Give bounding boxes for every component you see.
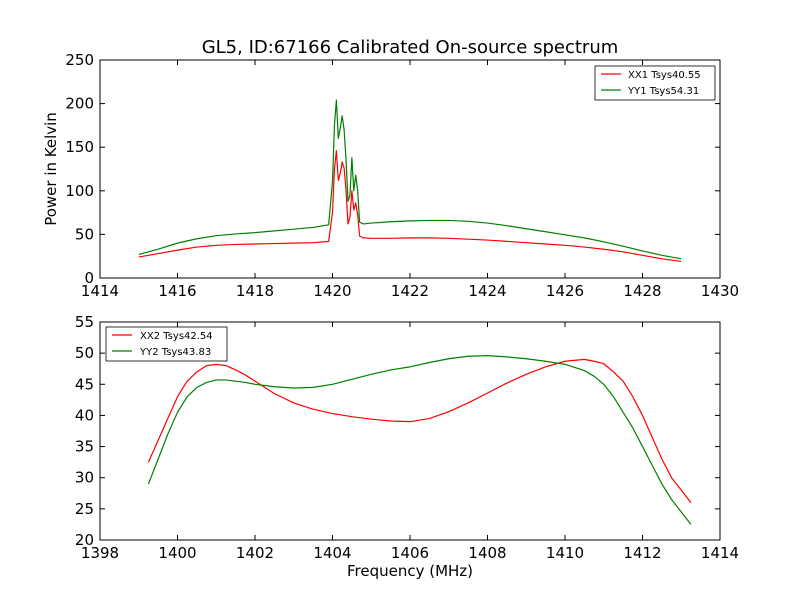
bottom-xtick-label-5: 1408 — [468, 544, 506, 562]
top-ytick-label-0: 0 — [84, 269, 94, 287]
bottom-plot-ticks: 1398 1400 1402 1404 1406 1408 1410 1412 1414 20 25… — [75, 313, 739, 562]
top-plot: GL5, ID:67166 Calibrated On-source spect… — [42, 37, 739, 300]
bottom-ytick-label-0: 20 — [75, 531, 94, 549]
bottom-plot-legend: XX2 Tsys42.54 YY2 Tsys43.83 — [105, 326, 228, 362]
top-xtick-label-6: 1426 — [546, 282, 584, 300]
bottom-xtick-label-8: 1414 — [701, 544, 739, 562]
bottom-xtick-label-1: 1400 — [158, 544, 196, 562]
bottom-ytick-label-7: 55 — [75, 313, 94, 331]
bottom-plot-frame — [99, 321, 721, 541]
top-xtick-label-2: 1418 — [236, 282, 274, 300]
top-legend-xx1-label: XX1 Tsys40.55 — [628, 70, 701, 81]
bottom-xtick-label-0: 1398 — [81, 544, 119, 562]
top-ytick-label-4: 200 — [65, 95, 94, 113]
bottom-xtick-label-7: 1412 — [623, 544, 661, 562]
top-xtick-label-1: 1416 — [158, 282, 196, 300]
bottom-xtick-label-3: 1404 — [313, 544, 351, 562]
top-plot-series — [138, 99, 682, 263]
top-ytick-label-2: 100 — [65, 182, 94, 200]
top-legend-yy1-label: YY1 Tsys54.31 — [627, 86, 699, 97]
top-plot-frame — [99, 59, 721, 279]
bottom-legend-yy2-label: YY2 Tsys43.83 — [139, 347, 211, 358]
top-plot-ticks: 1414 1416 1418 1420 1422 1424 1426 1428 1430 0 50 1… — [65, 51, 739, 300]
bottom-plot-series — [147, 355, 692, 525]
bottom-ytick-label-6: 50 — [75, 344, 94, 362]
top-xtick-label-4: 1422 — [391, 282, 429, 300]
bottom-legend-xx2-label: XX2 Tsys42.54 — [140, 331, 213, 342]
top-plot-title: GL5, ID:67166 Calibrated On-source spect… — [202, 37, 619, 58]
bottom-xtick-label-6: 1410 — [546, 544, 584, 562]
bottom-plot-xlabel: Frequency (MHz) — [347, 562, 473, 580]
top-series-line-0 — [138, 150, 682, 263]
bottom-ytick-label-2: 30 — [75, 469, 94, 487]
bottom-xtick-label-4: 1406 — [391, 544, 429, 562]
bottom-ytick-label-4: 40 — [75, 406, 94, 424]
top-legend-box — [594, 65, 716, 101]
top-xtick-label-5: 1424 — [468, 282, 506, 300]
top-series-line-1 — [138, 99, 682, 260]
top-xtick-label-7: 1428 — [623, 282, 661, 300]
top-xtick-label-3: 1420 — [313, 282, 351, 300]
top-ytick-label-1: 50 — [75, 225, 94, 243]
bottom-ytick-label-5: 45 — [75, 375, 94, 393]
bottom-legend-box — [105, 326, 228, 362]
bottom-plot: Frequency (MHz) 1398 1400 1402 1404 1406 1408… — [75, 313, 739, 580]
bottom-series-line-0 — [147, 358, 692, 503]
top-xtick-label-8: 1430 — [701, 282, 739, 300]
bottom-xtick-label-2: 1402 — [236, 544, 274, 562]
bottom-series-line-1 — [147, 355, 692, 525]
top-ytick-label-5: 250 — [65, 51, 94, 69]
bottom-ytick-label-1: 25 — [75, 500, 94, 518]
top-ytick-label-3: 150 — [65, 138, 94, 156]
bottom-ytick-label-3: 35 — [75, 438, 94, 456]
top-plot-ylabel: Power in Kelvin — [42, 112, 60, 226]
top-xtick-label-0: 1414 — [81, 282, 119, 300]
top-plot-legend: XX1 Tsys40.55 YY1 Tsys54.31 — [594, 65, 716, 101]
